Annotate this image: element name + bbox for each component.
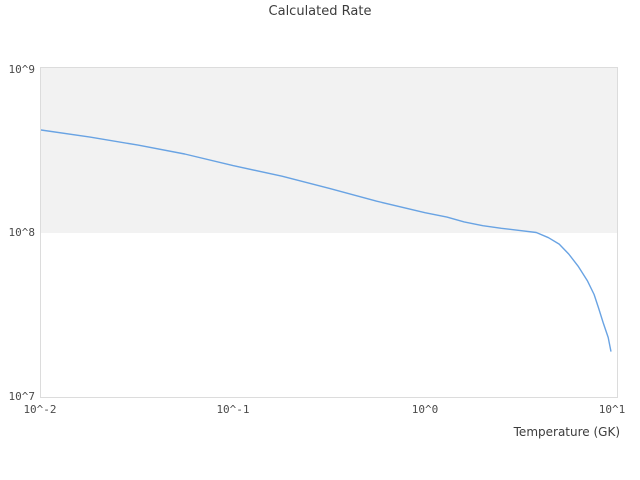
- x-tick-1e-2: 10^-2: [23, 403, 57, 416]
- log-decade-band: [41, 68, 617, 233]
- x-tick-1e0: 10^0: [411, 403, 439, 416]
- chart-title: Calculated Rate: [268, 4, 372, 19]
- y-tick-1e8: 10^8: [8, 226, 36, 239]
- x-tick-1e-1: 10^-1: [216, 403, 250, 416]
- plot-area: [40, 67, 618, 398]
- x-axis-label: Temperature (GK): [513, 425, 620, 439]
- y-tick-1e7: 10^7: [8, 390, 36, 403]
- x-tick-1e1: 10^1: [598, 403, 626, 416]
- rate-curve: [41, 129, 612, 352]
- y-tick-1e9: 10^9: [8, 63, 36, 76]
